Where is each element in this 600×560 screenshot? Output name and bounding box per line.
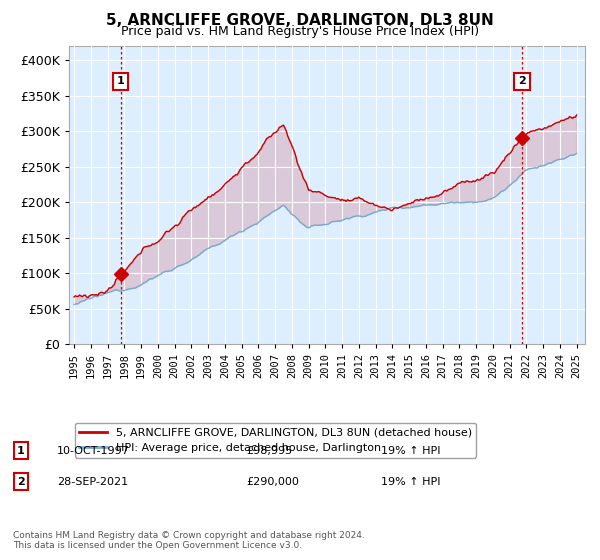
Text: 28-SEP-2021: 28-SEP-2021 bbox=[57, 477, 128, 487]
Text: 2: 2 bbox=[17, 477, 25, 487]
Legend: 5, ARNCLIFFE GROVE, DARLINGTON, DL3 8UN (detached house), HPI: Average price, de: 5, ARNCLIFFE GROVE, DARLINGTON, DL3 8UN … bbox=[74, 423, 476, 458]
Text: Price paid vs. HM Land Registry's House Price Index (HPI): Price paid vs. HM Land Registry's House … bbox=[121, 25, 479, 38]
Text: £98,995: £98,995 bbox=[246, 446, 292, 456]
Text: 1: 1 bbox=[117, 77, 124, 86]
Text: 10-OCT-1997: 10-OCT-1997 bbox=[57, 446, 130, 456]
Text: 5, ARNCLIFFE GROVE, DARLINGTON, DL3 8UN: 5, ARNCLIFFE GROVE, DARLINGTON, DL3 8UN bbox=[106, 13, 494, 28]
Text: £290,000: £290,000 bbox=[246, 477, 299, 487]
Text: 2: 2 bbox=[518, 77, 526, 86]
Text: 1: 1 bbox=[17, 446, 25, 456]
Text: Contains HM Land Registry data © Crown copyright and database right 2024.
This d: Contains HM Land Registry data © Crown c… bbox=[13, 530, 365, 550]
Text: 19% ↑ HPI: 19% ↑ HPI bbox=[381, 446, 440, 456]
Text: 19% ↑ HPI: 19% ↑ HPI bbox=[381, 477, 440, 487]
